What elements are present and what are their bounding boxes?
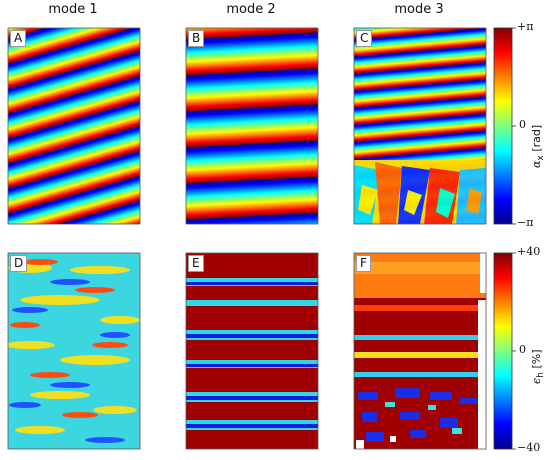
- panel-b-image: [186, 28, 318, 224]
- panel-label-a: A: [10, 30, 27, 47]
- cb-bottom-unit: [%]: [530, 349, 543, 369]
- cb-bottom-tick-min: −40: [517, 441, 541, 454]
- cb-top-tick-max: +π: [517, 20, 534, 33]
- colorbar-ticks: [512, 27, 516, 450]
- panel-c-image: [354, 28, 486, 224]
- colorbar-bottom: [493, 252, 513, 450]
- cb-top-subscript: x: [535, 155, 547, 161]
- column-title-mode-2: mode 2: [226, 2, 276, 17]
- cb-bottom-tick-mid: 0: [519, 343, 526, 356]
- cb-top-tick-min: −π: [517, 216, 534, 229]
- panel-d-image: [8, 253, 140, 449]
- panel-label-e: E: [188, 255, 204, 272]
- cb-bottom-subscript: h: [535, 372, 547, 378]
- cb-bottom-tick-max: +40: [517, 245, 541, 258]
- cb-top-symbol: α: [530, 160, 543, 168]
- panel-label-d: D: [10, 255, 28, 272]
- panel-f-image: [354, 253, 486, 449]
- cb-bottom-title: ϵh [%]: [530, 349, 546, 384]
- panel-e-image: [186, 253, 318, 449]
- column-title-mode-3: mode 3: [394, 2, 444, 17]
- panel-frames: [7, 27, 487, 450]
- cb-bottom-symbol: ϵ: [530, 377, 543, 384]
- panel-label-f: F: [356, 255, 371, 272]
- cb-top-unit: [rad]: [530, 124, 543, 152]
- panel-a-image: [8, 28, 140, 224]
- panel-label-c: C: [356, 30, 373, 47]
- cb-top-title: αx [rad]: [530, 125, 546, 168]
- panel-label-b: B: [188, 30, 205, 47]
- column-title-mode-1: mode 1: [48, 2, 98, 17]
- colorbar-top: [493, 27, 513, 225]
- cb-top-tick-mid: 0: [519, 118, 526, 131]
